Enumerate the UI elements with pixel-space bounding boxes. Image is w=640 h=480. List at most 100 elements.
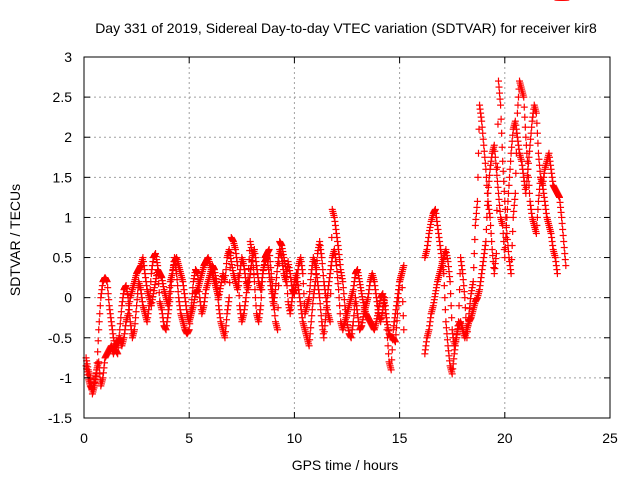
- data-point: [249, 264, 257, 272]
- data-point: [474, 173, 482, 181]
- data-point: [306, 336, 314, 344]
- data-point: [509, 213, 517, 221]
- data-point: [114, 344, 122, 352]
- y-tick-label: 2: [64, 129, 72, 145]
- data-point: [473, 197, 481, 205]
- data-point: [460, 288, 468, 296]
- data-point: [493, 177, 501, 185]
- data-point: [299, 280, 307, 288]
- data-points: [82, 0, 570, 398]
- data-point: [105, 296, 113, 304]
- data-point: [309, 300, 317, 308]
- data-point: [520, 93, 528, 101]
- data-point: [442, 318, 450, 326]
- data-point: [485, 177, 493, 185]
- data-point: [235, 292, 243, 300]
- y-tick-label: 3: [64, 49, 72, 65]
- data-point: [459, 270, 467, 278]
- data-point: [442, 324, 450, 332]
- data-point: [103, 278, 111, 286]
- data-point: [461, 294, 469, 302]
- data-point: [274, 326, 282, 334]
- data-point: [475, 149, 482, 157]
- data-point: [494, 183, 502, 191]
- data-point: [448, 314, 456, 322]
- data-point: [511, 195, 519, 203]
- data-point: [258, 278, 266, 286]
- data-point: [482, 225, 490, 233]
- data-point: [562, 262, 570, 270]
- data-point: [493, 171, 501, 179]
- data-point: [387, 366, 395, 374]
- data-point: [195, 282, 203, 290]
- data-point: [496, 201, 504, 209]
- data-point: [523, 177, 531, 185]
- data-point: [283, 282, 291, 290]
- data-point: [490, 264, 498, 272]
- data-point: [533, 119, 541, 127]
- data-point: [333, 268, 341, 276]
- y-tick-label: 1: [64, 209, 72, 225]
- data-point: [492, 250, 500, 258]
- data-point: [522, 141, 530, 149]
- data-point: [522, 133, 530, 141]
- data-point: [187, 308, 195, 316]
- data-point: [494, 77, 502, 85]
- data-point: [381, 302, 389, 310]
- data-point: [560, 238, 568, 246]
- data-point: [495, 83, 503, 91]
- data-point: [167, 288, 175, 296]
- data-point: [534, 197, 542, 205]
- data-point: [480, 141, 488, 149]
- data-point: [504, 248, 512, 256]
- data-point: [273, 268, 281, 276]
- data-point: [447, 302, 455, 310]
- data-point: [514, 101, 522, 109]
- data-point: [443, 330, 451, 338]
- data-point: [307, 324, 315, 332]
- data-point: [558, 219, 566, 227]
- data-point: [480, 147, 488, 155]
- data-point: [93, 359, 101, 367]
- data-point: [506, 165, 514, 173]
- data-point: [490, 141, 498, 149]
- data-point: [497, 101, 505, 109]
- data-point: [269, 294, 277, 302]
- data-point: [275, 282, 283, 290]
- data-point: [131, 320, 139, 328]
- data-point: [524, 165, 532, 173]
- y-tick-label: 0: [64, 290, 72, 306]
- data-point: [250, 271, 258, 279]
- data-point: [185, 326, 193, 334]
- data-point: [513, 129, 521, 137]
- data-point: [505, 181, 513, 189]
- data-point: [305, 342, 313, 350]
- data-point: [500, 187, 508, 195]
- data-point: [307, 318, 315, 326]
- data-point: [533, 129, 541, 137]
- data-point: [478, 123, 486, 131]
- data-point: [327, 290, 335, 298]
- data-point: [507, 157, 515, 165]
- data-point: [463, 328, 471, 336]
- data-point: [511, 189, 519, 197]
- data-point: [399, 312, 407, 320]
- data-point: [510, 201, 518, 209]
- x-tick-label: 5: [185, 430, 193, 446]
- data-point: [226, 279, 234, 287]
- data-point: [299, 270, 307, 278]
- data-point: [508, 256, 516, 264]
- data-point: [146, 286, 154, 294]
- data-point: [245, 265, 253, 273]
- data-point: [471, 236, 479, 244]
- data-point: [494, 189, 502, 197]
- data-point: [528, 123, 536, 131]
- data-point: [266, 258, 274, 266]
- data-point: [500, 238, 508, 246]
- y-tick-label: 0.5: [53, 250, 73, 266]
- data-point: [446, 278, 454, 286]
- data-point: [154, 271, 162, 279]
- data-point: [503, 236, 511, 244]
- data-point: [525, 181, 533, 189]
- data-point: [521, 113, 529, 121]
